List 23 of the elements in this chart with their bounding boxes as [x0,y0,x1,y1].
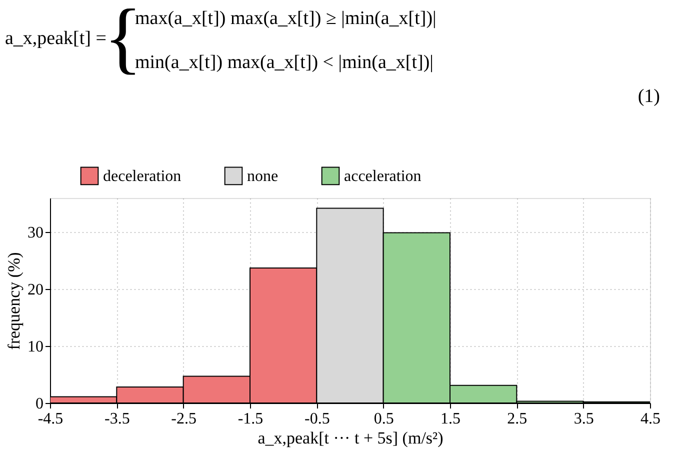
x-tick-label: -3.5 [104,410,130,428]
x-tick-label: -2.5 [171,410,196,428]
y-tick-label: 20 [28,282,44,299]
y-tick-label: 10 [28,338,44,356]
legend-label: none [247,168,278,185]
x-tick-label: -1.5 [238,410,264,428]
x-tick-label: -0.5 [304,410,330,428]
text: min(a_x[t]) max(a_x[t]) < |min(a_x[t])| [135,52,434,73]
text: max(a_x[t]) max(a_x[t]) ≥ |min(a_x[t])| [135,8,436,29]
x-tick-label: 3.5 [574,410,594,428]
x-tick-label: 4.5 [640,410,660,428]
y-tick-label: 0 [36,396,44,412]
x-tick-label: 1.5 [440,410,460,428]
x-tick-label: -4.5 [38,410,64,428]
text: (1) [638,86,660,107]
y-axis-title: frequency (%) [4,252,24,350]
text: a_x,peak[t] = [5,28,106,49]
x-tick-label: 0.5 [374,410,394,428]
legend-label: deceleration [103,168,182,185]
x-axis-title: a_x,peak[t ··· t + 5s] (m/s²) [258,428,444,448]
y-tick-label: 30 [28,224,44,242]
x-tick-label: 2.5 [507,410,528,428]
legend-label: acceleration [344,168,422,185]
